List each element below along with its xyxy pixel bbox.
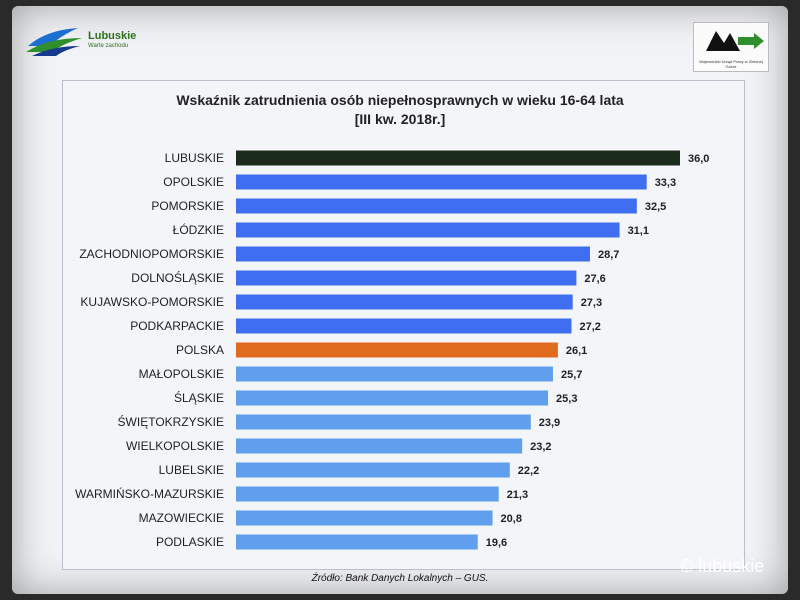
chart-source: Źródło: Bank Danych Lokalnych – GUS. — [311, 573, 489, 584]
wup-logo-icon — [706, 31, 764, 51]
bar — [236, 318, 572, 334]
value-label: 27,2 — [579, 321, 600, 333]
category-label: MAZOWIECKIE — [139, 511, 224, 525]
category-label: ŁÓDZKIE — [173, 222, 224, 237]
category-label: DOLNOŚLĄSKIE — [131, 270, 224, 285]
lubuskie-logo-brand: Lubuskie — [88, 30, 137, 42]
bar — [236, 390, 549, 406]
bar — [236, 462, 510, 478]
bar — [236, 438, 523, 454]
bar — [236, 342, 558, 358]
category-label: WARMIŃSKO-MAZURSKIE — [75, 486, 224, 501]
bar — [236, 222, 620, 238]
category-label: ŚLĄSKIE — [174, 390, 224, 405]
chart-title: Wskaźnik zatrudnienia osób niepełnospraw… — [176, 92, 624, 108]
value-label: 22,2 — [518, 465, 539, 477]
value-label: 27,3 — [581, 297, 602, 309]
value-label: 20,8 — [501, 513, 522, 525]
bar — [236, 414, 531, 430]
value-label: 36,0 — [688, 153, 709, 165]
value-label: 28,7 — [598, 249, 619, 261]
value-label: 21,3 — [507, 489, 528, 501]
lubuskie-logo-icon — [26, 28, 82, 56]
bar — [236, 198, 637, 214]
wup-logo: Wojewódzki Urząd Pracy w Zielonej Górze — [693, 22, 769, 72]
lubuskie-logo: Lubuskie Warte zachodu — [26, 24, 146, 64]
category-label: POLSKA — [176, 343, 224, 357]
value-label: 26,1 — [566, 345, 587, 357]
value-label: 25,7 — [561, 369, 582, 381]
lubuskie-logo-tagline: Warte zachodu — [88, 43, 129, 49]
bar — [236, 486, 499, 502]
value-label: 25,3 — [556, 393, 577, 405]
bar — [236, 174, 647, 190]
value-label: 32,5 — [645, 201, 666, 213]
value-label: 19,6 — [486, 537, 507, 549]
category-label: OPOLSKIE — [163, 175, 224, 189]
category-label: POMORSKIE — [151, 199, 224, 213]
bar — [236, 534, 478, 550]
value-label: 23,2 — [530, 441, 551, 453]
category-label: PODLASKIE — [156, 535, 224, 549]
bar — [236, 510, 493, 526]
chart-subtitle: [III kw. 2018r.] — [354, 111, 446, 127]
bar — [236, 246, 590, 262]
bar — [236, 270, 577, 286]
value-label: 31,1 — [628, 225, 649, 237]
category-label: ŚWIĘTOKRZYSKIE — [118, 414, 224, 429]
category-label: PODKARPACKIE — [130, 319, 224, 333]
category-label: MAŁOPOLSKIE — [139, 367, 224, 381]
bar — [236, 366, 553, 382]
value-label: 33,3 — [655, 177, 676, 189]
category-label: LUBELSKIE — [159, 463, 224, 477]
value-label: 27,6 — [584, 273, 605, 285]
category-label: ZACHODNIOPOMORSKIE — [79, 247, 224, 261]
category-label: LUBUSKIE — [165, 151, 224, 165]
wup-logo-caption: Wojewódzki Urząd Pracy w Zielonej Górze — [699, 59, 763, 69]
watermark: © lubuskie — [680, 556, 765, 576]
bar — [236, 150, 680, 166]
bar — [236, 294, 573, 310]
category-label: WIELKOPOLSKIE — [126, 439, 224, 453]
value-label: 23,9 — [539, 417, 560, 429]
category-label: KUJAWSKO-POMORSKIE — [80, 295, 224, 309]
